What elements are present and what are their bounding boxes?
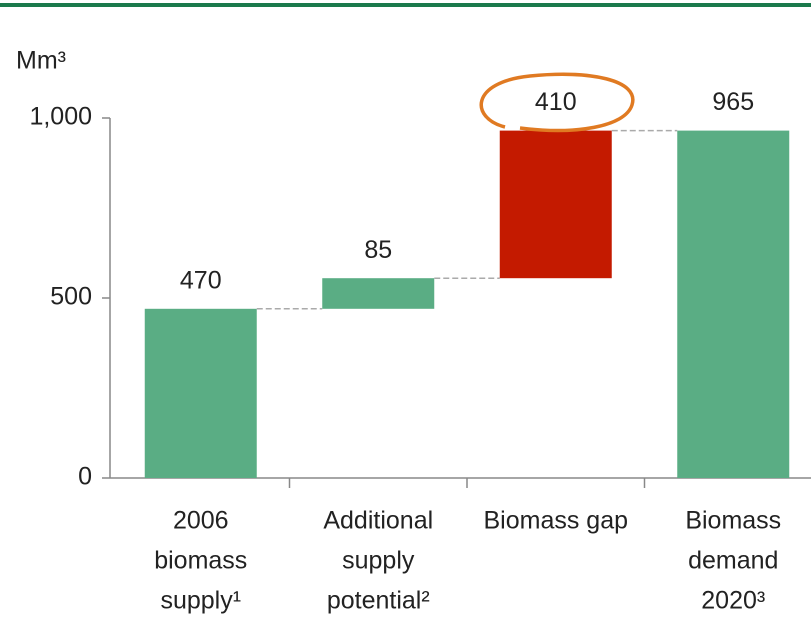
x-tick-label: Additional	[323, 507, 433, 535]
x-tick-label: biomass	[154, 547, 247, 575]
bar	[322, 278, 435, 309]
y-tick-label: 500	[50, 283, 92, 311]
x-tick-label: demand	[688, 547, 778, 575]
x-tick-label: supply	[342, 547, 415, 575]
y-tick-label: 0	[78, 463, 92, 491]
value-label: 85	[364, 236, 392, 264]
x-tick-label: Biomass gap	[483, 507, 628, 535]
bar	[499, 130, 612, 279]
x-tick-label: Biomass	[685, 507, 781, 535]
x-tick-label: 2020³	[701, 587, 765, 615]
value-label: 470	[180, 266, 222, 294]
top-rule	[0, 3, 811, 7]
y-tick-label: 1,000	[29, 103, 92, 131]
x-tick-label: supply¹	[160, 587, 241, 615]
bar	[677, 130, 790, 478]
x-tick-label: potential²	[327, 587, 430, 615]
y-axis-label: Mm³	[16, 47, 66, 75]
bar	[144, 308, 257, 478]
x-tick-label: 2006	[173, 507, 229, 535]
highlight-circle	[479, 72, 635, 133]
value-label: 965	[712, 88, 754, 116]
value-label: 410	[535, 88, 577, 116]
